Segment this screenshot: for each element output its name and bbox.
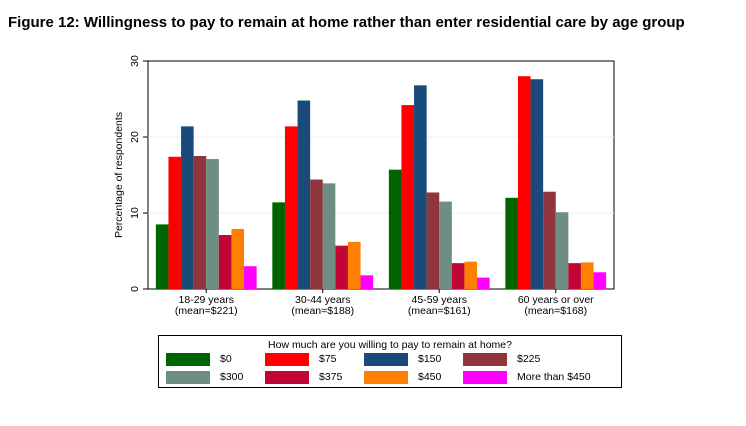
x-tick-label: 18-29 years — [179, 294, 234, 306]
bar — [272, 202, 285, 289]
legend-swatch — [166, 353, 210, 366]
y-tick-label: 0 — [129, 286, 141, 292]
bar — [580, 262, 594, 289]
legend-label: $0 — [220, 353, 232, 365]
bar — [414, 85, 427, 289]
bar — [426, 192, 440, 289]
legend-label: $225 — [517, 353, 541, 365]
legend-label: $450 — [418, 371, 442, 383]
y-axis-label: Percentage of respondents — [113, 112, 125, 238]
x-tick-label: (mean=$161) — [408, 305, 471, 317]
legend-swatch — [463, 371, 507, 384]
legend-label: $75 — [319, 353, 337, 365]
y-tick-label: 30 — [129, 55, 141, 67]
bar — [543, 191, 556, 289]
legend: How much are you willing to pay to remai… — [158, 335, 622, 388]
x-tick-label: 30-44 years — [295, 294, 350, 306]
figure-title: Figure 12: Willingness to pay to remain … — [8, 14, 685, 31]
bar — [310, 179, 323, 289]
bar — [451, 263, 465, 289]
bar — [347, 241, 361, 289]
legend-label: $300 — [220, 371, 244, 383]
legend-swatch — [364, 353, 408, 366]
y-tick-label: 20 — [129, 131, 141, 143]
legend-swatch — [166, 371, 210, 384]
x-tick-label: 45-59 years — [412, 294, 467, 306]
bar — [155, 224, 169, 289]
bar — [401, 105, 415, 289]
bar — [335, 245, 348, 289]
bar — [530, 79, 544, 290]
bar — [464, 261, 478, 289]
bar — [505, 197, 518, 289]
legend-swatch — [463, 353, 507, 366]
y-tick-label: 10 — [129, 207, 141, 219]
bar — [193, 156, 207, 289]
bar — [218, 235, 232, 289]
bar — [593, 272, 607, 289]
bar — [360, 275, 374, 289]
bar — [206, 159, 219, 289]
legend-label: $150 — [418, 353, 442, 365]
x-tick-label: 60 years or over — [518, 294, 594, 306]
bar — [568, 263, 581, 289]
legend-swatch — [265, 371, 309, 384]
x-tick-label: (mean=$188) — [291, 305, 354, 317]
x-axis-ticks: 18-29 years(mean=$221)30-44 years(mean=$… — [175, 289, 594, 317]
legend-swatch — [364, 371, 408, 384]
legend-label: $375 — [319, 371, 343, 383]
x-tick-label: (mean=$168) — [524, 305, 587, 317]
bar — [322, 183, 336, 289]
bar — [231, 228, 245, 289]
bar — [284, 126, 298, 289]
bar — [439, 201, 452, 289]
legend-swatch — [265, 353, 309, 366]
bar — [388, 169, 402, 289]
bar — [517, 76, 531, 289]
bar — [297, 100, 311, 290]
legend-label: More than $450 — [517, 371, 591, 383]
bars — [155, 76, 607, 290]
x-tick-label: (mean=$221) — [175, 305, 238, 317]
bar — [168, 156, 182, 289]
bar — [244, 266, 257, 289]
bar — [181, 126, 194, 289]
legend-title: How much are you willing to pay to remai… — [268, 339, 512, 351]
y-axis-ticks: 0 10 20 30 — [129, 55, 148, 292]
bar — [477, 277, 490, 289]
bar — [555, 212, 569, 289]
